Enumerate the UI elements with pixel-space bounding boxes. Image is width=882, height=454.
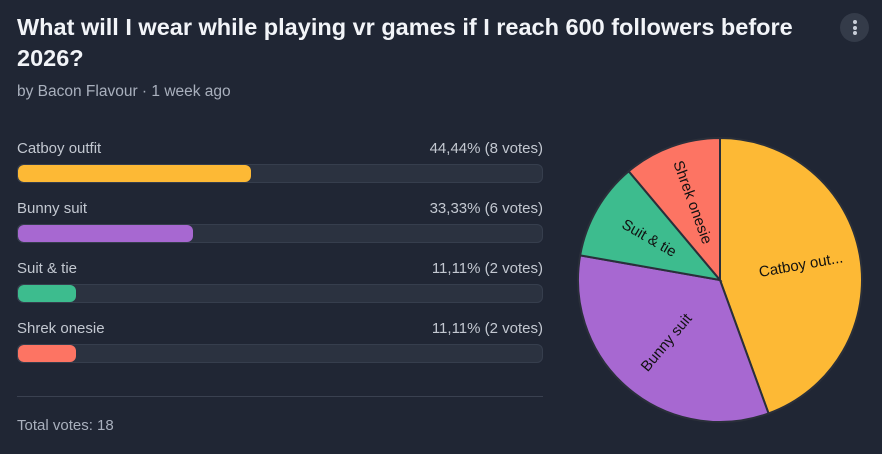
option-bar-fill	[18, 165, 251, 182]
option-label: Shrek onesie	[17, 320, 105, 337]
kebab-menu-icon-dot-middle	[852, 25, 857, 30]
pie-slice-bunny-suit	[577, 254, 770, 423]
option-bar-track	[17, 344, 543, 363]
total-votes: Total votes: 18	[17, 417, 114, 434]
option-bar-fill	[18, 225, 193, 242]
more-options-button[interactable]	[840, 13, 869, 42]
divider	[17, 396, 543, 397]
poll-title: What will I wear while playing vr games …	[17, 14, 793, 71]
pie-slice-catboy-outfit	[719, 136, 863, 415]
kebab-menu-icon-dot-bottom	[852, 31, 857, 35]
poll-option-catboy-outfit[interactable]: Catboy outfit 44,44% (8 votes)	[17, 138, 543, 198]
option-bar-fill	[18, 285, 77, 302]
option-result: 44,44% (8 votes)	[429, 140, 543, 157]
option-bar-track	[17, 284, 543, 303]
poll-options: Catboy outfit 44,44% (8 votes) Bunny sui…	[17, 138, 543, 378]
option-bar-fill	[18, 345, 77, 362]
option-result: 11,11% (2 votes)	[431, 320, 543, 337]
poll-option-suit-and-tie[interactable]: Suit & tie 11,11% (2 votes)	[17, 258, 543, 318]
option-bar-track	[17, 224, 543, 243]
kebab-menu-icon-dot-top	[852, 20, 857, 24]
pie-slice-shrek-onesie	[627, 136, 721, 283]
option-label: Suit & tie	[17, 260, 78, 277]
poll-byline: by Bacon Flavour · 1 week ago	[17, 83, 231, 100]
option-label: Catboy outfit	[17, 140, 102, 157]
option-label: Bunny suit	[17, 200, 88, 217]
option-bar-track	[17, 164, 543, 183]
poll-option-shrek-onesie[interactable]: Shrek onesie 11,11% (2 votes)	[17, 318, 543, 378]
poll-option-bunny-suit[interactable]: Bunny suit 33,33% (6 votes)	[17, 198, 543, 258]
option-result: 33,33% (6 votes)	[429, 200, 543, 217]
option-result: 11,11% (2 votes)	[431, 260, 543, 277]
pie-slice-suit-and-tie	[578, 169, 723, 282]
